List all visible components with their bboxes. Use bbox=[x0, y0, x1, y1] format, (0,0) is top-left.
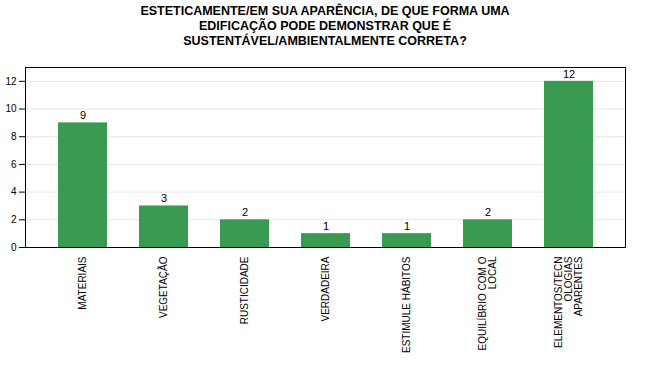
svg-text:2: 2 bbox=[242, 206, 248, 218]
html-text:ESTETICAMENTE/EM SUA APARÊNCIA: ESTETICAMENTE/EM SUA APARÊNCIA, DE QUE F… bbox=[140, 4, 510, 48]
svg-text:EQUILÍBRIO COM OLOCAL: EQUILÍBRIO COM OLOCAL bbox=[476, 256, 498, 350]
svg-text:1: 1 bbox=[404, 220, 410, 232]
svg-text:MATERIAIS: MATERIAIS bbox=[77, 256, 88, 309]
svg-text:3: 3 bbox=[161, 192, 167, 204]
svg-text:VERDADEIRA: VERDADEIRA bbox=[320, 256, 331, 321]
svg-text:10: 10 bbox=[5, 103, 17, 114]
svg-text:VEGETAÇÃO: VEGETAÇÃO bbox=[157, 256, 169, 318]
svg-text:12: 12 bbox=[563, 68, 575, 80]
svg-text:ESTIMULE HÁBITOS: ESTIMULE HÁBITOS bbox=[400, 256, 412, 353]
svg-text:2: 2 bbox=[11, 214, 17, 225]
svg-text:0: 0 bbox=[11, 242, 17, 253]
svg-text:ELEMENTOS/TECNOLOGIASAPARENTES: ELEMENTOS/TECNOLOGIASAPARENTES bbox=[553, 256, 584, 348]
svg-text:2: 2 bbox=[485, 206, 491, 218]
svg-text:9: 9 bbox=[80, 109, 86, 121]
svg-text:RUSTICIDADE: RUSTICIDADE bbox=[239, 256, 250, 324]
svg-text:12: 12 bbox=[5, 76, 17, 87]
svg-text:4: 4 bbox=[11, 186, 17, 197]
svg-text:1: 1 bbox=[323, 220, 329, 232]
svg-text:6: 6 bbox=[11, 159, 17, 170]
svg-text:8: 8 bbox=[11, 131, 17, 142]
